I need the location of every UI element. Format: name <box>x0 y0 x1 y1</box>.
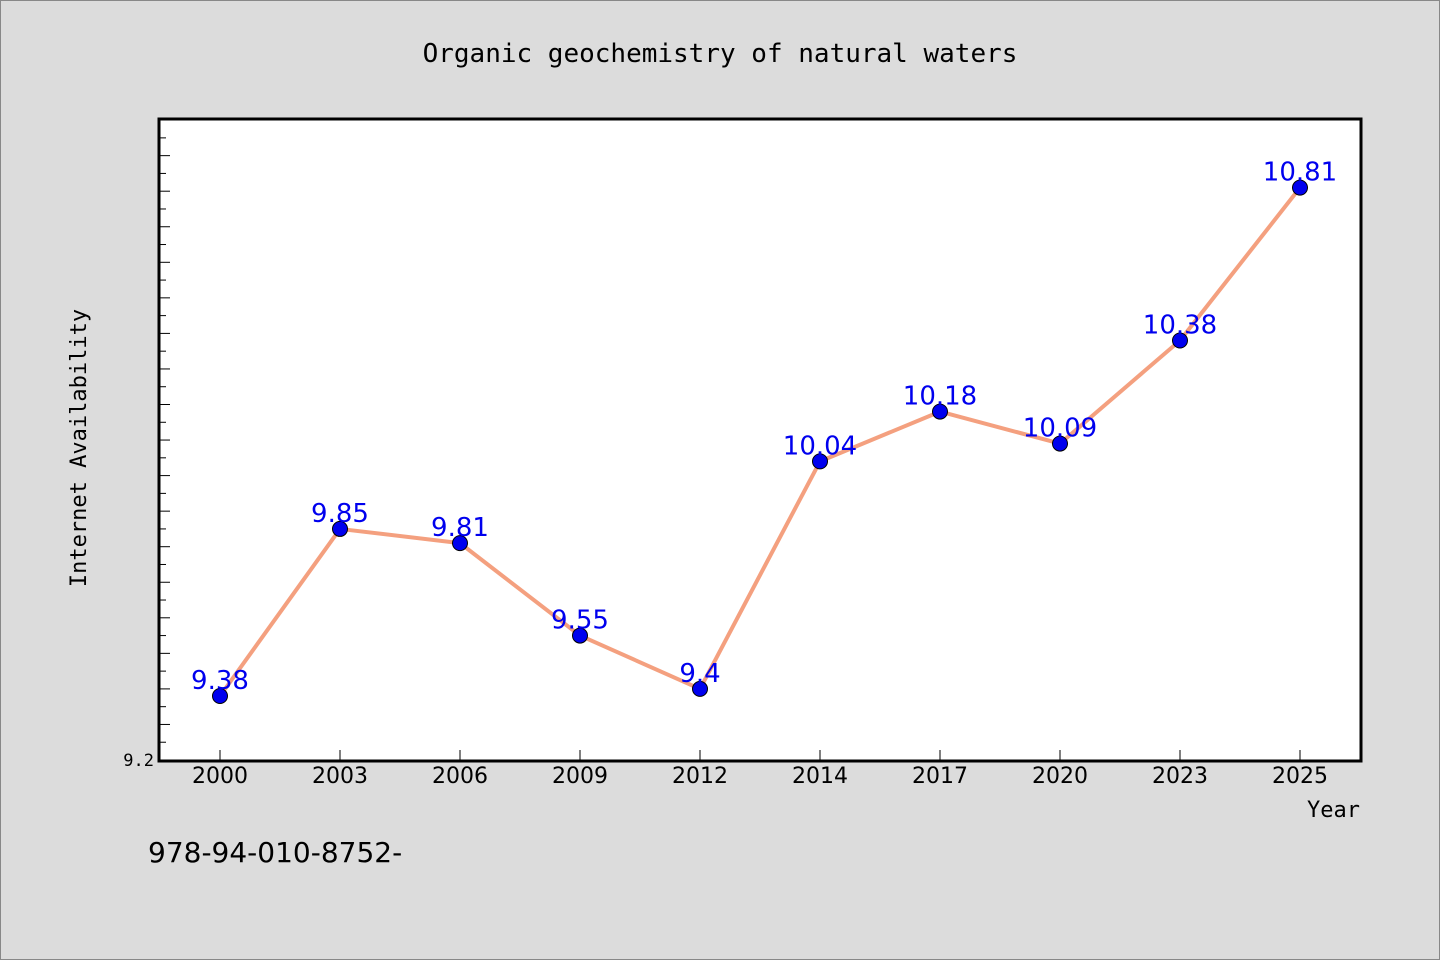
data-point <box>1052 435 1068 452</box>
series-line <box>218 186 1302 698</box>
data-label: 9.4 <box>679 659 720 689</box>
x-tick-label: 2020 <box>1032 764 1088 789</box>
x-tick-label: 2009 <box>552 764 608 789</box>
x-axis-ticks: 2000 2003 2006 2009 2012 2014 2017 2020 2023 2025 <box>192 750 1328 789</box>
data-point <box>1172 332 1188 349</box>
data-label: 10.81 <box>1263 158 1337 188</box>
y-tick-label: 9.2 <box>123 751 154 771</box>
y-axis-ticks: 9.2 <box>123 137 170 771</box>
data-label: 9.85 <box>311 499 369 529</box>
data-label: 10.04 <box>783 431 857 461</box>
series-layer: 9.38 9.85 9.81 9.55 9.4 10.04 10.18 10.09 10.38 1… <box>191 158 1337 705</box>
x-tick-label: 2017 <box>912 764 968 789</box>
data-point <box>452 535 468 552</box>
isbn-annotation: 978-94-010-8752- <box>148 836 402 869</box>
x-tick-label: 2000 <box>192 764 248 789</box>
x-tick-label: 2012 <box>672 764 728 789</box>
chart-title: Organic geochemistry of natural waters <box>423 39 1018 69</box>
data-label: 9.38 <box>191 666 249 696</box>
x-tick-label: 2023 <box>1152 764 1208 789</box>
data-label: 10.38 <box>1143 311 1217 341</box>
data-label: 10.09 <box>1023 414 1097 444</box>
data-point <box>692 680 708 697</box>
data-point <box>1292 179 1308 196</box>
data-point <box>932 403 948 420</box>
data-point <box>332 520 348 537</box>
data-label: 9.81 <box>431 513 489 543</box>
data-point <box>812 453 828 470</box>
data-point <box>212 688 228 705</box>
y-axis-label: Internet Availability <box>67 309 92 587</box>
data-label: 9.55 <box>551 606 609 636</box>
data-label: 10.18 <box>903 382 977 412</box>
plot-area <box>157 117 1363 763</box>
x-tick-label: 2003 <box>312 764 368 789</box>
x-tick-label: 2014 <box>792 764 848 789</box>
x-tick-label: 2025 <box>1272 764 1328 789</box>
x-axis-label: Year <box>1307 798 1360 823</box>
x-tick-label: 2006 <box>432 764 488 789</box>
data-point <box>572 627 588 644</box>
